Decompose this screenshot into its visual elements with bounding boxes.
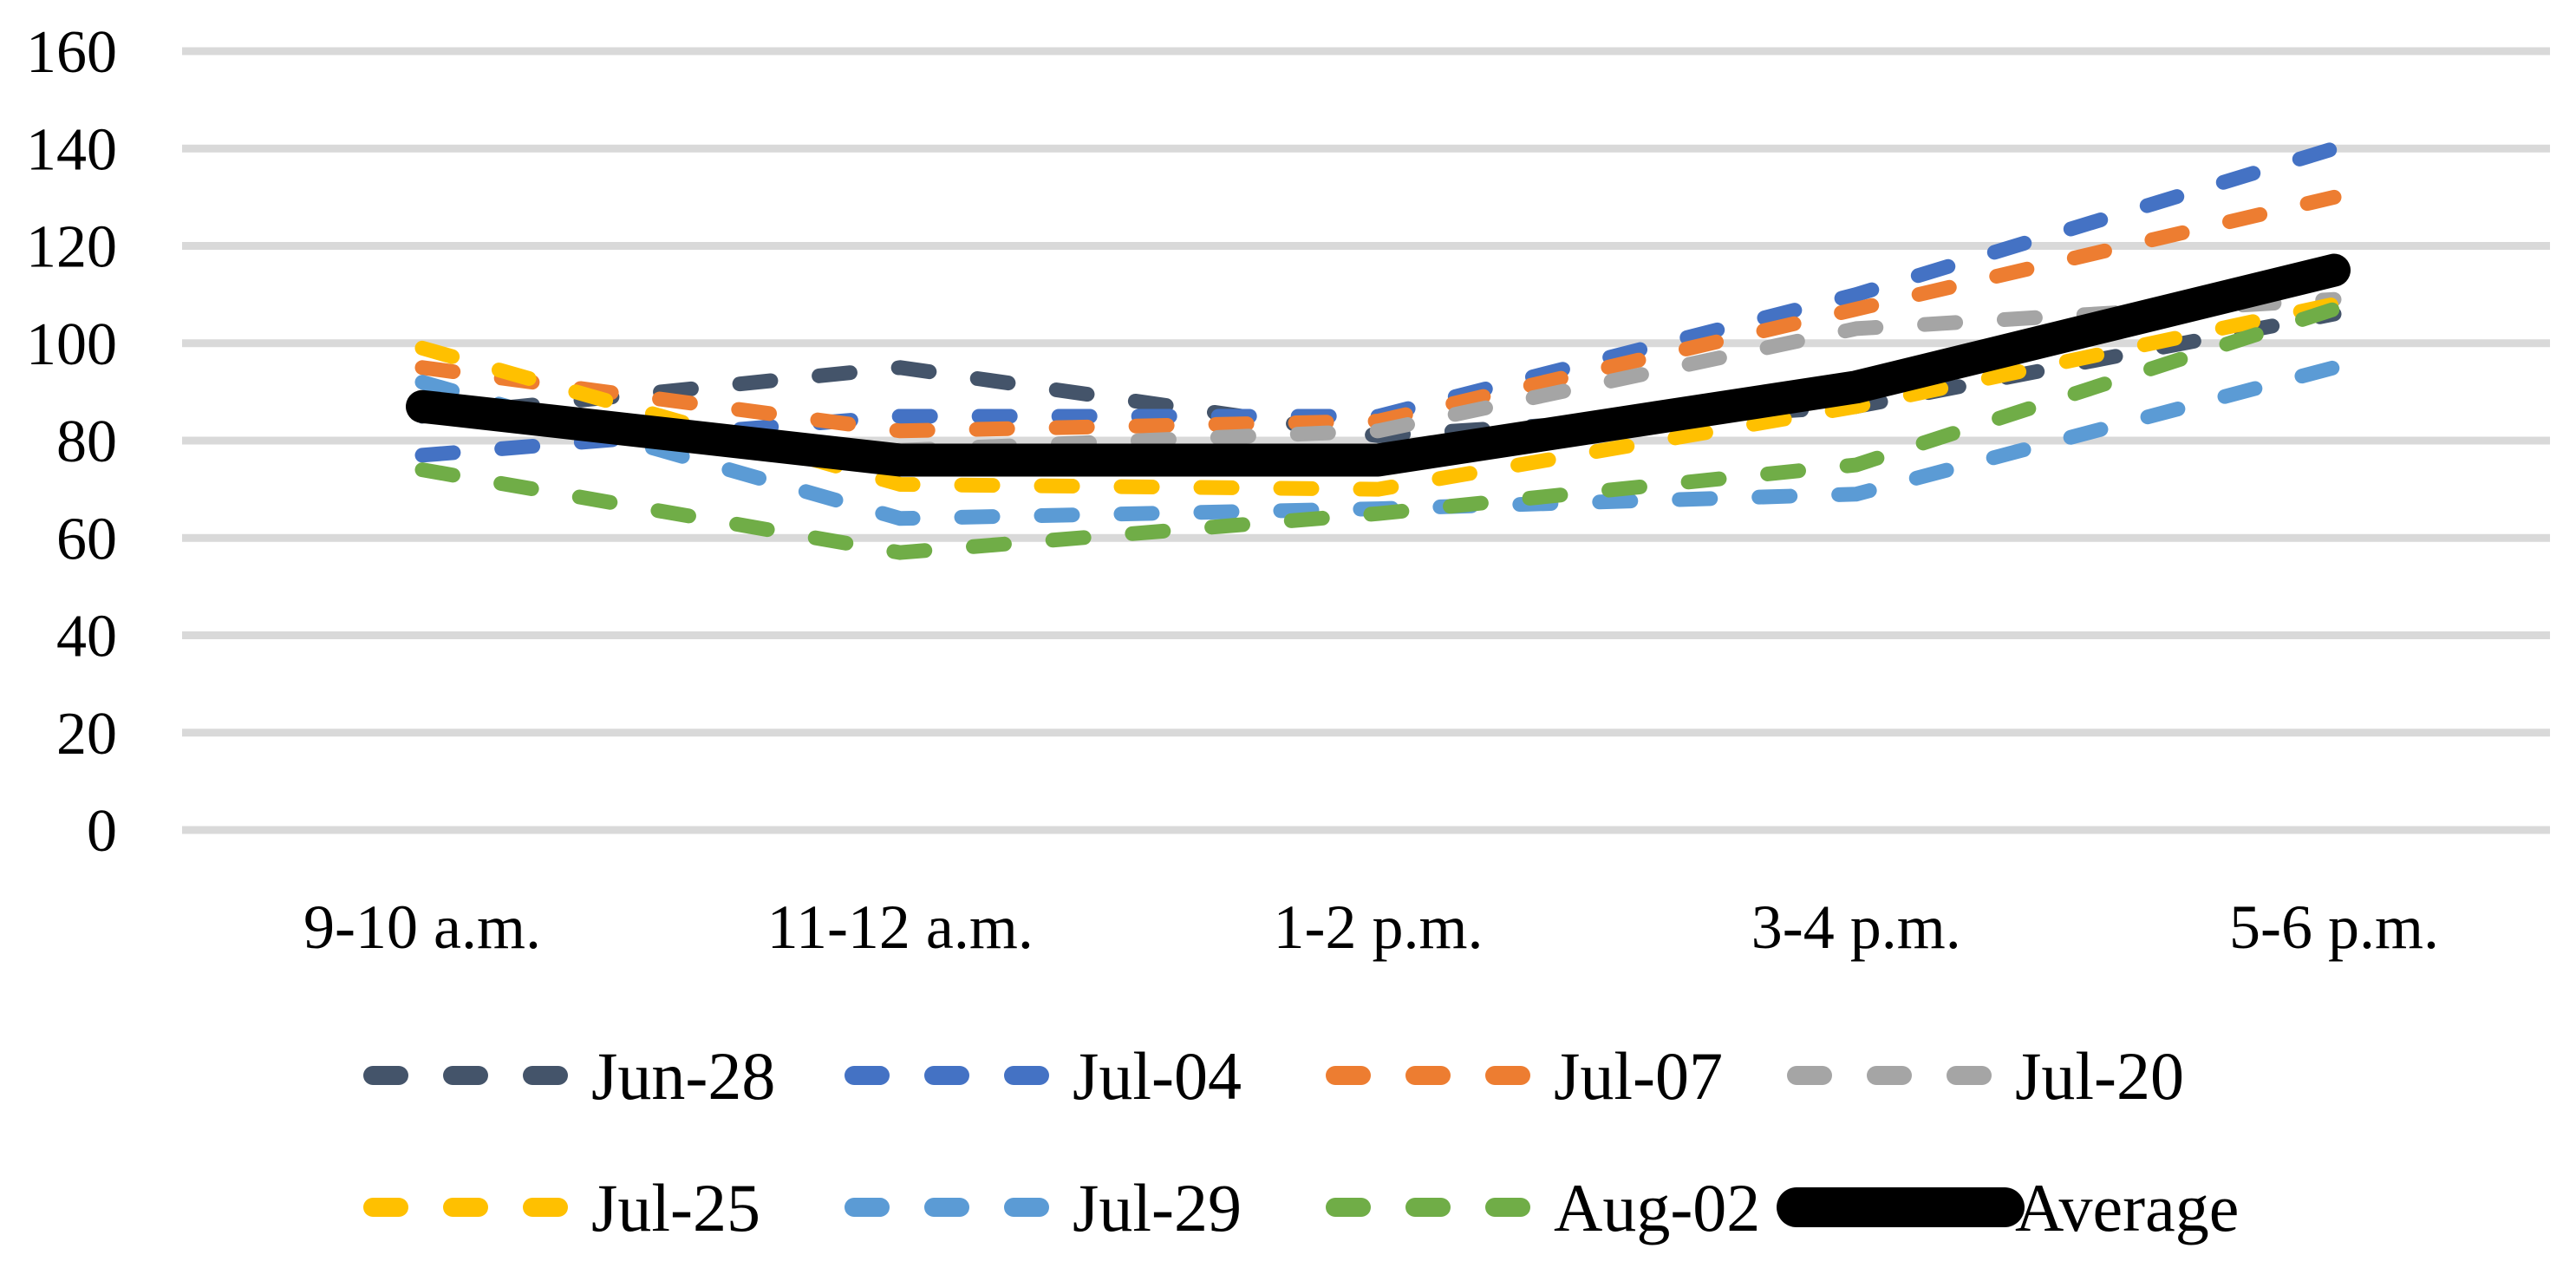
x-category-label: 9-10 a.m. bbox=[303, 892, 541, 962]
legend-item-aug-02: Aug-02 bbox=[1326, 1170, 1760, 1245]
y-tick-label: 60 bbox=[56, 506, 117, 572]
series-line-aug-02 bbox=[414, 301, 2342, 560]
y-tick-label: 100 bbox=[26, 311, 117, 378]
legend-label-jul-07: Jul-07 bbox=[1554, 1038, 1723, 1114]
legend-item-jul-29: Jul-29 bbox=[845, 1170, 1242, 1245]
legend-label-jul-04: Jul-04 bbox=[1073, 1038, 1242, 1114]
legend-label-jun-28: Jun-28 bbox=[591, 1038, 775, 1114]
legend-item-jul-07: Jul-07 bbox=[1326, 1038, 1723, 1114]
legend-item-average: Average bbox=[1777, 1170, 2239, 1245]
legend-item-jul-20: Jul-20 bbox=[1787, 1038, 2184, 1114]
legend-item-jun-28: Jun-28 bbox=[363, 1038, 775, 1114]
legend-label-aug-02: Aug-02 bbox=[1554, 1170, 1760, 1245]
x-category-label: 11-12 a.m. bbox=[767, 892, 1034, 962]
legend-label-jul-20: Jul-20 bbox=[2015, 1038, 2184, 1114]
y-tick-label: 0 bbox=[87, 798, 117, 865]
y-tick-label: 160 bbox=[26, 19, 117, 86]
series-line-jul-07 bbox=[414, 189, 2342, 439]
y-tick-label: 140 bbox=[26, 116, 117, 183]
y-tick-label: 40 bbox=[56, 604, 117, 670]
y-tick-label: 80 bbox=[56, 409, 117, 475]
x-category-label: 3-4 p.m. bbox=[1751, 892, 1961, 962]
y-tick-label: 120 bbox=[26, 214, 117, 281]
x-category-label: 5-6 p.m. bbox=[2229, 892, 2439, 962]
legend-label-average: Average bbox=[2015, 1170, 2239, 1245]
y-tick-label: 20 bbox=[56, 701, 117, 768]
legend-label-jul-25: Jul-25 bbox=[591, 1170, 760, 1245]
legend-item-jul-04: Jul-04 bbox=[845, 1038, 1242, 1114]
legend-item-jul-25: Jul-25 bbox=[363, 1170, 760, 1245]
x-category-label: 1-2 p.m. bbox=[1274, 892, 1484, 962]
series-line-average bbox=[406, 253, 2351, 477]
legend-label-jul-29: Jul-29 bbox=[1073, 1170, 1242, 1245]
